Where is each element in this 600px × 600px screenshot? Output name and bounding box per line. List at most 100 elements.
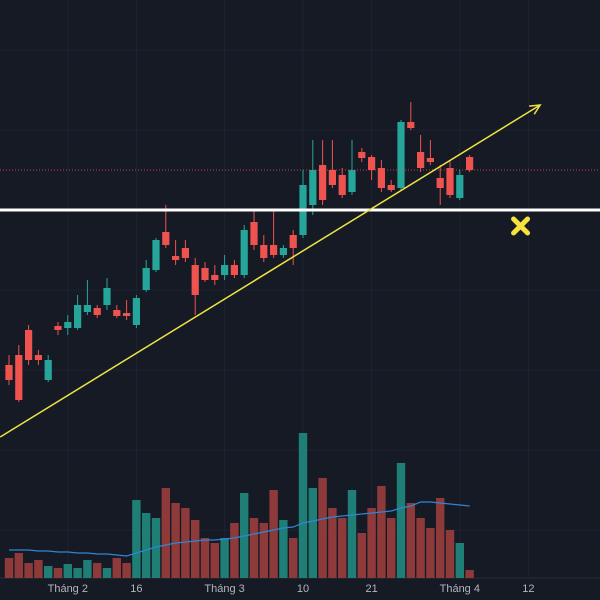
volume-bar [142,513,151,578]
volume-bar [308,488,317,578]
volume-bar [357,533,366,578]
volume-bar [44,566,53,578]
volume-bar [53,568,63,578]
volume-bar [171,503,180,578]
candle-body [221,265,229,275]
candle-body [74,305,82,328]
x-marker [511,216,531,236]
candle-body [397,122,405,188]
candle-body [270,245,278,255]
candle-body [446,168,454,195]
volume-bar [122,563,131,578]
candle-body [319,165,327,200]
candle-body [123,313,131,316]
volume-bar [112,558,121,578]
volume-bar [455,543,464,578]
trend-arrow-head [529,104,542,115]
candle-body [240,230,248,275]
volume-bar [63,564,72,578]
candle-body [191,265,199,295]
volume-bar [249,518,259,578]
candle-body [426,158,434,162]
candle-body [289,235,297,248]
volume-bar [93,563,102,578]
candle-body [142,268,150,290]
candle-body [181,248,189,258]
volume-bar [161,488,170,578]
volume-bar [436,498,445,578]
volume-bar [73,568,82,578]
candle-body [34,355,42,360]
x-tick-label: Tháng 4 [440,583,480,595]
candle-body [328,170,336,185]
volume-bar [220,538,229,578]
volume-bar [269,490,278,578]
candle-body [172,256,180,260]
volume-bar [151,518,161,578]
candle-body [201,268,209,280]
candle-body [358,152,366,158]
volume-bar [338,518,347,578]
candle-body [5,365,13,380]
candle-body [377,168,385,188]
trend-line [0,104,541,438]
candle-body [279,248,287,255]
candle-body [436,178,444,188]
volume-bar [328,508,337,578]
volume-bar [426,528,435,578]
volume-bar [200,538,210,578]
volume-bar [445,530,455,578]
volume-bar [191,520,200,578]
volume-bar [181,508,190,578]
volume-ma-line [9,501,470,557]
candle-body [44,360,52,380]
candle-body [211,275,219,280]
volume-bar [279,520,288,578]
candle-body [162,232,170,245]
x-tick-label: Tháng 3 [204,583,244,595]
x-tick-label: 12 [522,583,534,595]
candle-body [230,265,238,275]
volume-bar [259,523,268,578]
volume-bar [289,538,298,578]
x-tick-label: Tháng 2 [48,583,88,595]
candle-body [387,185,395,190]
candle-body [456,175,464,198]
candles [5,102,474,402]
volume-bar [416,518,425,578]
volume-bar [34,560,43,578]
candle-body [417,152,425,168]
candle-body [250,222,258,245]
volume-bar [406,503,415,578]
candle-body [466,157,474,170]
volume-bar [102,568,112,578]
volume-bar [377,486,386,578]
candle-body [64,322,72,328]
candle-body [54,326,62,330]
candle-body [15,355,23,400]
volume-bar [4,558,14,578]
candle-body [113,310,121,316]
candle-body [309,170,317,205]
volume-bar [387,518,396,578]
candle-body [338,175,346,195]
volume-bar [367,508,376,578]
candle-body [83,305,91,312]
x-tick-label: 16 [130,583,142,595]
volume-bar [24,563,33,578]
x-tick-label: 10 [297,583,309,595]
volume-bar [298,433,308,578]
volume-bar [230,523,239,578]
volume-bar [465,570,474,578]
candle-body [132,298,140,325]
candle-body [152,240,160,270]
volume-bar [83,560,92,578]
candle-body [103,288,111,305]
volume-bar [14,553,23,578]
volume-bar [347,490,357,578]
candle-body [348,170,356,192]
x-tick-label: 21 [365,583,377,595]
volume-bar [396,463,406,578]
